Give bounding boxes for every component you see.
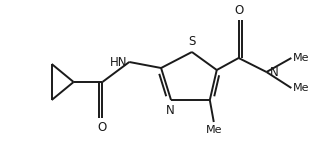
Text: O: O — [98, 121, 107, 134]
Text: Me: Me — [293, 83, 310, 93]
Text: Me: Me — [206, 125, 222, 135]
Text: Me: Me — [293, 53, 310, 63]
Text: S: S — [188, 35, 196, 48]
Text: HN: HN — [110, 56, 127, 68]
Text: N: N — [166, 104, 174, 117]
Text: N: N — [269, 66, 278, 78]
Text: O: O — [234, 4, 243, 17]
